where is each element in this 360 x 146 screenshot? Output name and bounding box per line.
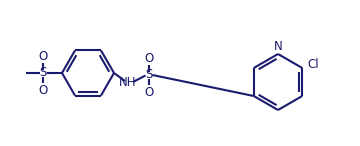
Text: O: O	[39, 49, 48, 62]
Text: S: S	[39, 66, 47, 80]
Text: N: N	[274, 40, 282, 53]
Text: O: O	[144, 52, 154, 65]
Text: Cl: Cl	[307, 59, 319, 72]
Text: O: O	[144, 86, 154, 99]
Text: S: S	[145, 68, 153, 81]
Text: O: O	[39, 84, 48, 97]
Text: NH: NH	[119, 77, 137, 89]
